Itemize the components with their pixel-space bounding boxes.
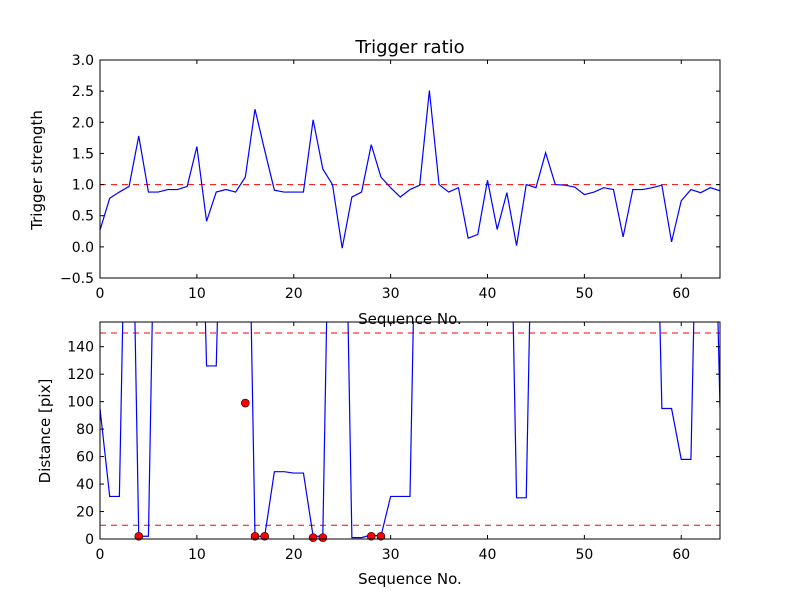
data-marker — [250, 531, 260, 541]
y-tick-label: 2.0 — [72, 115, 94, 131]
data-marker — [308, 533, 318, 542]
x-tick-label: 10 — [188, 547, 206, 563]
x-tick-label: 30 — [382, 286, 400, 302]
y-tick-label: 40 — [76, 477, 94, 493]
x-tick-label: 20 — [285, 286, 303, 302]
y-tick-label: 2.5 — [72, 84, 94, 100]
series-line — [100, 90, 720, 249]
data-marker — [366, 531, 376, 541]
x-axis-label: Sequence No. — [358, 310, 462, 328]
y-axis-label: Distance [pix] — [36, 379, 54, 484]
trigger-ratio-chart: Trigger ratio Sequence No. Trigger stren… — [28, 37, 721, 328]
chart-title: Trigger ratio — [354, 37, 464, 58]
y-tick-label: 20 — [76, 505, 94, 521]
x-tick-label: 40 — [479, 286, 497, 302]
data-marker — [260, 531, 269, 541]
x-tick-label: 0 — [96, 286, 105, 302]
y-tick-label: 0.5 — [72, 209, 94, 225]
y-tick-label: 0.0 — [72, 240, 94, 256]
y-tick-label: 140 — [67, 340, 94, 356]
data-marker — [241, 398, 250, 408]
y-tick-label: 3.0 — [72, 53, 94, 69]
y-tick-label: 1.0 — [72, 178, 94, 194]
x-axis-label: Sequence No. — [358, 570, 462, 588]
data-marker — [376, 531, 386, 541]
y-tick-label: 1.5 — [72, 146, 94, 162]
x-tick-label: 40 — [479, 547, 497, 563]
x-tick-label: 50 — [575, 286, 593, 302]
x-tick-label: 30 — [382, 547, 400, 563]
x-tick-label: 10 — [188, 286, 206, 302]
plot-frame — [99, 59, 721, 279]
x-tick-label: 0 — [96, 547, 105, 563]
data-marker — [134, 531, 144, 541]
y-tick-label: 120 — [67, 367, 94, 383]
y-tick-label: 60 — [76, 450, 94, 466]
series-line — [100, 322, 720, 539]
x-tick-label: 60 — [672, 286, 690, 302]
x-tick-label: 20 — [285, 547, 303, 563]
plot-frame — [99, 321, 721, 540]
y-tick-label: 80 — [76, 422, 94, 438]
x-tick-label: 60 — [672, 547, 690, 563]
y-tick-label: 100 — [67, 395, 94, 411]
y-tick-label: 0 — [85, 532, 94, 548]
y-axis-label: Trigger strength — [28, 110, 46, 231]
distance-chart: Sequence No. Distance [pix] 0 10 20 30 40 50 6… — [36, 321, 721, 588]
y-tick-label: −0.5 — [60, 271, 94, 287]
data-marker — [318, 533, 328, 542]
x-tick-label: 50 — [575, 547, 593, 563]
